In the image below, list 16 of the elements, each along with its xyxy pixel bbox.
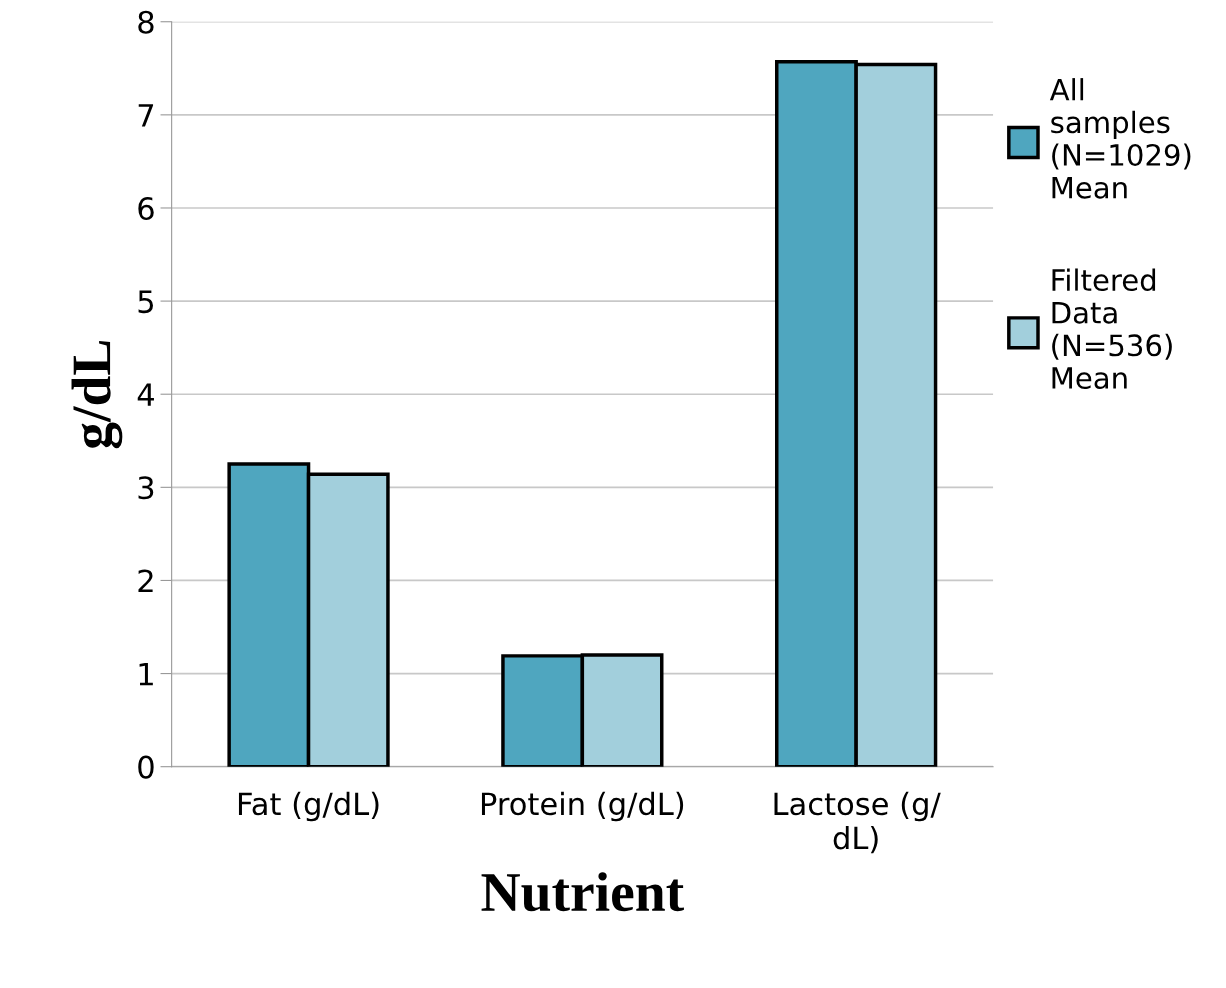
y-tick-label: 6 — [138, 196, 154, 221]
y-tick-label: 8 — [138, 10, 154, 34]
y-tick-label: 5 — [138, 290, 153, 314]
y-tick-label: 2 — [138, 569, 153, 593]
y-tick-label: 4 — [137, 383, 154, 406]
y-tick-label: 7 — [138, 104, 154, 127]
x-tick-label: Fat (g/dL) — [238, 791, 379, 822]
y-axis-title: g/dL — [71, 340, 123, 449]
legend-label: All samples (N=1029) Mean — [1049, 78, 1191, 199]
y-tick-label: 0 — [138, 755, 154, 779]
legend-label: Filtered Data (N=536) Mean — [1052, 268, 1172, 390]
y-tick-label: 1 — [139, 662, 153, 686]
x-tick-label: Lactose (g/ dL) — [774, 791, 941, 854]
x-tick-label: Protein (g/dL) — [481, 791, 684, 822]
y-tick-label: 3 — [138, 476, 154, 500]
x-axis-title: Nutrient — [481, 872, 684, 912]
